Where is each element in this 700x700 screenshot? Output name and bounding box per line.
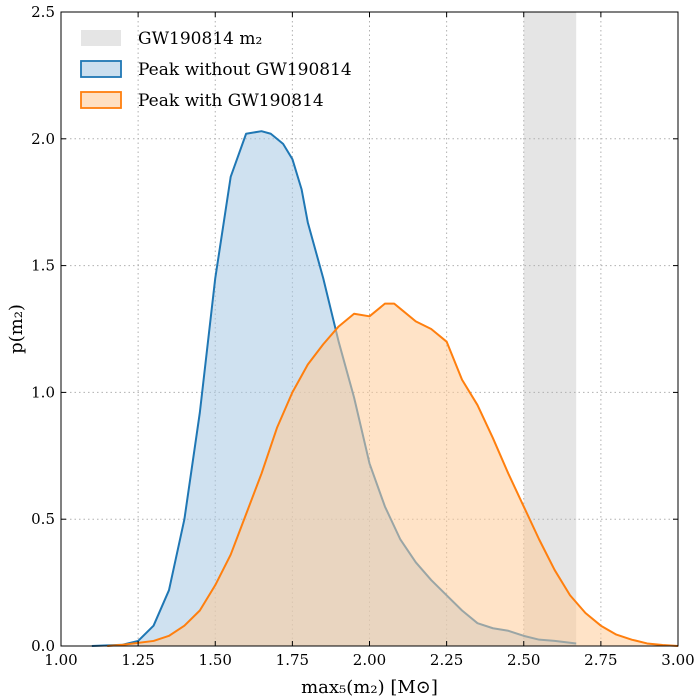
y-tick-label: 2.0	[31, 130, 55, 148]
tick-layer: 1.00 1.25 1.50 1.75 2.00 2.25 2.50 2.75 3.00 0.0 0…	[31, 3, 695, 669]
legend-label-2: Peak with GW190814	[138, 91, 324, 111]
x-tick-label: 2.25	[430, 651, 463, 669]
axis-labels: max₅(m₂) [M⊙] p(m₂)	[6, 304, 438, 698]
plot-area: 1.00 1.25 1.50 1.75 2.00 2.25 2.50 2.75 3.00 0.0 0…	[31, 3, 695, 669]
series-layer	[91, 130, 679, 647]
x-tick-label: 1.00	[44, 651, 77, 669]
x-tick-label: 1.50	[199, 651, 232, 669]
x-axis-label: max₅(m₂) [M⊙]	[301, 677, 438, 698]
legend-label-0: GW190814 m₂	[138, 29, 262, 49]
grid-layer	[61, 12, 678, 646]
x-tick-label: 3.00	[661, 651, 694, 669]
x-tick-label: 2.50	[507, 651, 540, 669]
y-axis-label: p(m₂)	[6, 304, 27, 354]
x-tick-label: 2.00	[353, 651, 386, 669]
y-tick-label: 1.0	[31, 383, 55, 401]
legend-label-1: Peak without GW190814	[138, 60, 352, 80]
y-tick-label: 0.0	[31, 637, 55, 655]
legend: GW190814 m₂ Peak without GW190814 Peak wit…	[80, 29, 352, 111]
x-tick-label: 1.25	[121, 651, 154, 669]
x-tick-label: 1.75	[276, 651, 309, 669]
x-tick-label: 2.75	[584, 651, 617, 669]
series-1-area	[107, 303, 678, 646]
y-tick-label: 1.5	[31, 257, 55, 275]
legend-swatch-1	[80, 60, 122, 78]
series-1-line	[107, 302, 679, 647]
legend-swatch-2	[80, 91, 122, 109]
y-tick-label: 2.5	[31, 3, 55, 21]
y-tick-label: 0.5	[31, 510, 55, 528]
legend-swatch-0	[81, 30, 121, 46]
